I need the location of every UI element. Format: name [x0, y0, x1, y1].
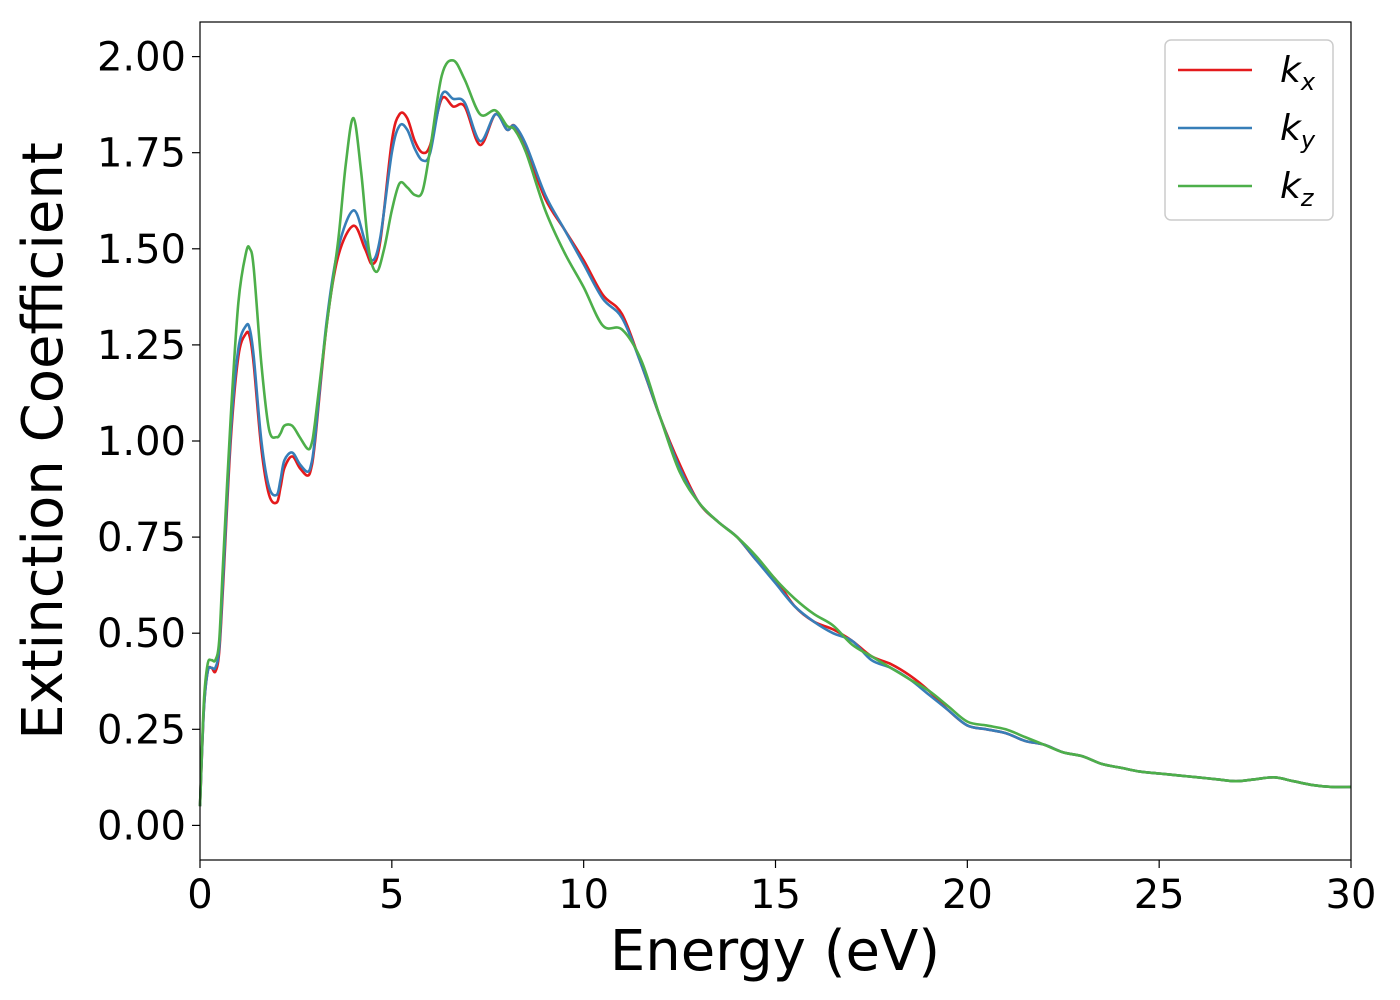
y-tick-label: 1.00	[97, 419, 186, 465]
legend-label-subscript: z	[1300, 184, 1315, 212]
x-tick-label: 15	[750, 872, 801, 918]
series-line-kz	[198, 59, 1352, 807]
legend-frame	[1164, 39, 1334, 221]
x-axis: 0 5 10 15 20 25 30	[187, 860, 1376, 918]
legend-label-main: k	[1280, 50, 1303, 91]
x-tick-label: 10	[558, 872, 609, 918]
y-tick-label: 1.50	[97, 227, 186, 273]
x-tick-label: 20	[942, 872, 993, 918]
legend-label-main: k	[1280, 166, 1303, 207]
y-tick-label: 1.75	[97, 131, 186, 177]
y-tick-label: 2.00	[97, 35, 186, 81]
y-tick-label: 1.25	[97, 323, 186, 369]
x-axis-title: Energy (eV)	[610, 919, 940, 984]
y-tick-label: 0.00	[97, 803, 186, 849]
y-axis: 0.00 0.25 0.50 0.75 1.00 1.25 1.50 1.75 2.00	[97, 35, 200, 849]
x-tick-label: 5	[379, 872, 404, 918]
x-tick-label: 25	[1134, 872, 1185, 918]
legend-label-subscript: y	[1300, 126, 1316, 154]
x-tick-label: 30	[1326, 872, 1377, 918]
legend-label-main: k	[1280, 108, 1303, 149]
x-tick-label: 0	[187, 872, 212, 918]
series-lines	[198, 59, 1352, 807]
y-tick-label: 0.50	[97, 611, 186, 657]
legend-label-kx: kx	[1280, 50, 1316, 96]
legend-label-subscript: x	[1300, 68, 1316, 96]
legend-label-kz: kz	[1280, 166, 1315, 212]
y-axis-title: Extinction Coefficient	[11, 142, 76, 740]
y-tick-label: 0.25	[97, 707, 186, 753]
y-tick-label: 0.75	[97, 515, 186, 561]
legend-label-ky: ky	[1280, 108, 1316, 154]
